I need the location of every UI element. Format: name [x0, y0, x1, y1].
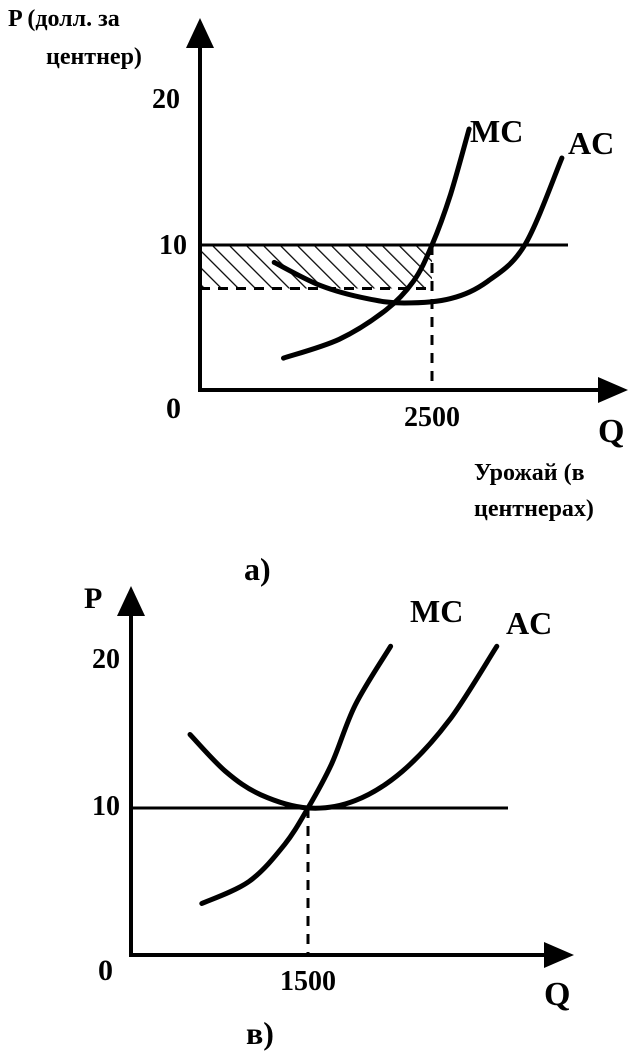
chart-a-ac-curve	[271, 155, 565, 306]
chart-b-origin: 0	[98, 954, 113, 987]
chart-a-lines	[200, 243, 568, 390]
chart-a-y-axis-arrow	[186, 18, 214, 48]
chart-a-xnote-line2: центнерах)	[474, 496, 594, 522]
chart-b-panel-label: в)	[246, 1015, 274, 1051]
chart-b: P 20 10 0 1500 Q MC AC в)	[84, 582, 574, 1051]
chart-b-curves	[187, 643, 500, 906]
chart-a-mc-curve	[281, 126, 472, 361]
chart-a-ytick-20: 20	[152, 84, 180, 115]
chart-b-y-axis-arrow	[117, 586, 145, 616]
chart-a-ylabel-line2: центнер)	[46, 44, 142, 70]
chart-b-xlabel: Q	[544, 976, 570, 1013]
chart-a-ac-label: AC	[568, 125, 614, 161]
chart-a-curves	[271, 126, 565, 361]
chart-a: P (долл. за центнер) 20 10 0 2500 Q Урож…	[8, 6, 628, 587]
chart-b-ytick-10: 10	[92, 791, 120, 822]
chart-b-xtick-1500: 1500	[280, 966, 336, 997]
chart-a-mc-label: MC	[470, 113, 523, 149]
chart-a-ytick-10: 10	[159, 230, 187, 261]
chart-a-x-axis-arrow	[598, 377, 628, 403]
chart-b-lines	[131, 806, 508, 955]
chart-a-xtick-2500: 2500	[404, 402, 460, 433]
chart-a-origin: 0	[166, 392, 181, 425]
chart-b-ac-curve	[187, 643, 500, 811]
chart-b-x-axis-arrow	[544, 942, 574, 968]
chart-b-ylabel: P	[84, 582, 102, 615]
chart-a-ylabel-line1: P (долл. за	[8, 6, 120, 32]
chart-b-ac-label: AC	[506, 605, 552, 641]
chart-a-xnote-line1: Урожай (в	[474, 460, 585, 486]
chart-a-panel-label: а)	[244, 551, 271, 587]
chart-b-mc-label: MC	[410, 593, 463, 629]
chart-a-xlabel: Q	[598, 413, 624, 450]
chart-b-ytick-20: 20	[92, 644, 120, 675]
